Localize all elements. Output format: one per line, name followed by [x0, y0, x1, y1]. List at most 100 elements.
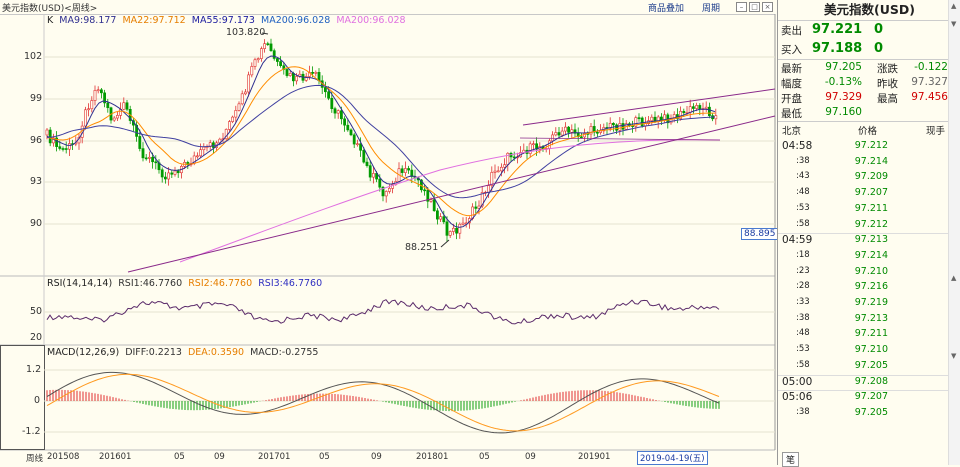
- macd-dea-label: DEA:0.3590: [187, 347, 245, 358]
- candle-body: [343, 118, 347, 126]
- tick-price: 97.210: [854, 265, 888, 277]
- x-axis-lead: 周线: [26, 454, 44, 464]
- ma-legend: K MA9:98.177 MA22:97.712 MA55:97.173 MA2…: [47, 15, 409, 26]
- candle-body: [439, 216, 443, 220]
- macd-dea-line: [46, 373, 720, 432]
- candle-body: [615, 124, 619, 131]
- candle-body: [535, 143, 539, 150]
- candle-body: [445, 221, 449, 236]
- minimize-icon[interactable]: –: [736, 2, 747, 12]
- tick-time: :58: [796, 359, 810, 370]
- candle-body: [442, 216, 446, 223]
- x-tick: 09: [525, 452, 536, 462]
- tick-price: 97.207: [854, 391, 888, 403]
- candle-body: [695, 105, 699, 109]
- field-value: 97.160: [825, 106, 862, 118]
- candle-body: [228, 121, 231, 130]
- quote-panel: 美元指数(USD) 卖出 97.221 0 买入 97.188 0 最新 97.2…: [777, 0, 960, 467]
- candle-body: [384, 191, 388, 197]
- field-value: 97.205: [825, 61, 862, 73]
- candle-body: [560, 130, 564, 136]
- candle-body: [573, 129, 577, 134]
- chart-canvas[interactable]: [0, 0, 777, 465]
- ma200-label: MA200:96.028: [261, 15, 331, 26]
- x-tick: 09: [371, 452, 382, 462]
- rsi-tick: 50: [30, 306, 43, 317]
- tick-price: 97.207: [854, 187, 888, 199]
- x-tick: 201801: [416, 452, 449, 462]
- candle-body: [480, 192, 484, 207]
- tick-divider: [778, 233, 960, 235]
- ma22-line: [46, 66, 715, 217]
- candle-body: [691, 106, 695, 109]
- field-value: 97.456: [911, 91, 948, 103]
- candle-body: [621, 123, 625, 130]
- candle-body: [61, 148, 65, 150]
- tick-price: 97.213: [854, 234, 888, 246]
- candle-body: [595, 131, 599, 134]
- scroll-down-icon[interactable]: ▼: [951, 20, 957, 28]
- trend-line-mid[interactable]: [519, 137, 721, 141]
- candle-body: [154, 161, 158, 164]
- ticks-header-volume: 现手: [926, 126, 946, 137]
- candle-body: [87, 108, 91, 111]
- high-annotation: 103.820: [226, 27, 266, 38]
- candle-body: [563, 126, 567, 132]
- buy-row: 买入 97.188 0: [778, 41, 960, 57]
- add-commodity-button[interactable]: 商品叠加: [648, 4, 685, 14]
- scroll-down-icon[interactable]: ▼: [951, 352, 957, 360]
- candle-body: [317, 72, 321, 82]
- period-button[interactable]: 周期: [702, 4, 721, 14]
- candle-body: [55, 137, 59, 147]
- candle-body: [112, 117, 116, 121]
- quote-field-row: 最新 97.205 涨跌 -0.122: [778, 61, 960, 77]
- trend-line-lower[interactable]: [127, 115, 776, 273]
- tick-time: 04:58: [782, 140, 813, 152]
- trend-line-upper[interactable]: [522, 88, 776, 126]
- macd-tick: -1.2: [22, 426, 41, 437]
- tick-time: :18: [796, 249, 810, 260]
- scroll-up-icon[interactable]: ▲: [951, 274, 957, 282]
- rsi3-label: RSI3:46.7760: [258, 278, 323, 289]
- candle-body: [429, 199, 433, 202]
- tick-time: :58: [796, 218, 810, 229]
- side-scrollbar[interactable]: ▲ ▼ ▲ ▼: [948, 0, 960, 465]
- field-value: 97.327: [911, 76, 948, 88]
- candle-body: [608, 122, 612, 129]
- candle-body: [266, 43, 270, 45]
- candle-body: [314, 72, 318, 74]
- macd-histogram: [46, 389, 720, 412]
- macd-diff-line: [46, 371, 720, 434]
- restore-icon[interactable]: □: [749, 2, 760, 12]
- ma55-label: MA55:97.173: [191, 15, 255, 26]
- close-icon[interactable]: ×: [762, 2, 773, 12]
- candle-body: [551, 134, 555, 142]
- candle-body: [432, 199, 436, 212]
- scroll-up-icon[interactable]: ▲: [951, 2, 957, 10]
- candle-body: [496, 170, 500, 173]
- tick-time: :43: [796, 171, 810, 182]
- macd-legend: MACD(12,26,9) DIFF:0.2213 DEA:0.3590 MAC…: [47, 347, 321, 358]
- tick-time: 05:00: [782, 375, 813, 388]
- tick-price: 97.210: [854, 344, 888, 356]
- tick-time: :23: [796, 265, 810, 276]
- price-tick: 93: [30, 176, 43, 187]
